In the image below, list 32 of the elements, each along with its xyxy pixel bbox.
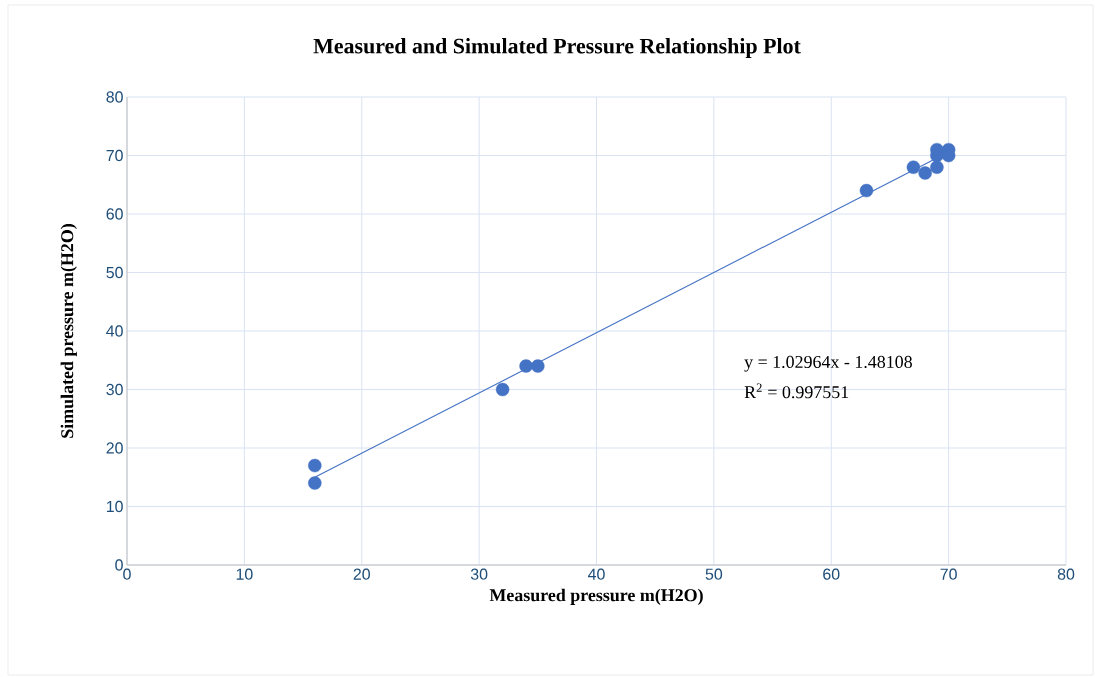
y-tick-label: 70 (106, 149, 123, 162)
point (918, 166, 932, 180)
annotation: R$^{2}$ = 0.997551 (744, 383, 849, 399)
y-tick-label: 40 (106, 325, 123, 337)
y-tick-label: 10 (106, 500, 123, 513)
x-tick-label: 80 (1057, 568, 1075, 580)
annotation: y = 1.02964x - 1.48108 (744, 355, 912, 372)
point (859, 183, 874, 198)
point (308, 458, 322, 473)
x-tick-label: 20 (353, 568, 370, 580)
y-axis-title: Simulated pressure m(H2O) (60, 224, 77, 438)
x-tick-label: 10 (236, 568, 253, 580)
x-axis-title: Measured pressure m(H2O) (489, 588, 703, 605)
point (308, 476, 322, 490)
y-tick-label: 60 (106, 208, 123, 220)
y-tick-label: 0 (115, 559, 123, 571)
point (519, 359, 533, 373)
chart-title: Measured and Simulated Pressure Relationship Plot (313, 38, 801, 58)
y-tick-label: 50 (106, 266, 123, 279)
point (906, 160, 921, 174)
x-tick-label: 30 (470, 568, 488, 580)
x-tick-label: 50 (705, 568, 723, 580)
x-tick-label: 0 (123, 568, 131, 580)
x-tick-label: 60 (823, 568, 840, 580)
x-tick-label: 70 (940, 568, 957, 580)
y-tick-label: 80 (106, 91, 123, 103)
x-tick-label: 40 (588, 568, 605, 580)
point (495, 382, 510, 397)
y-tick-label: 30 (106, 383, 123, 396)
point (930, 160, 944, 174)
y-tick-label: 20 (106, 442, 123, 454)
point (531, 359, 545, 373)
